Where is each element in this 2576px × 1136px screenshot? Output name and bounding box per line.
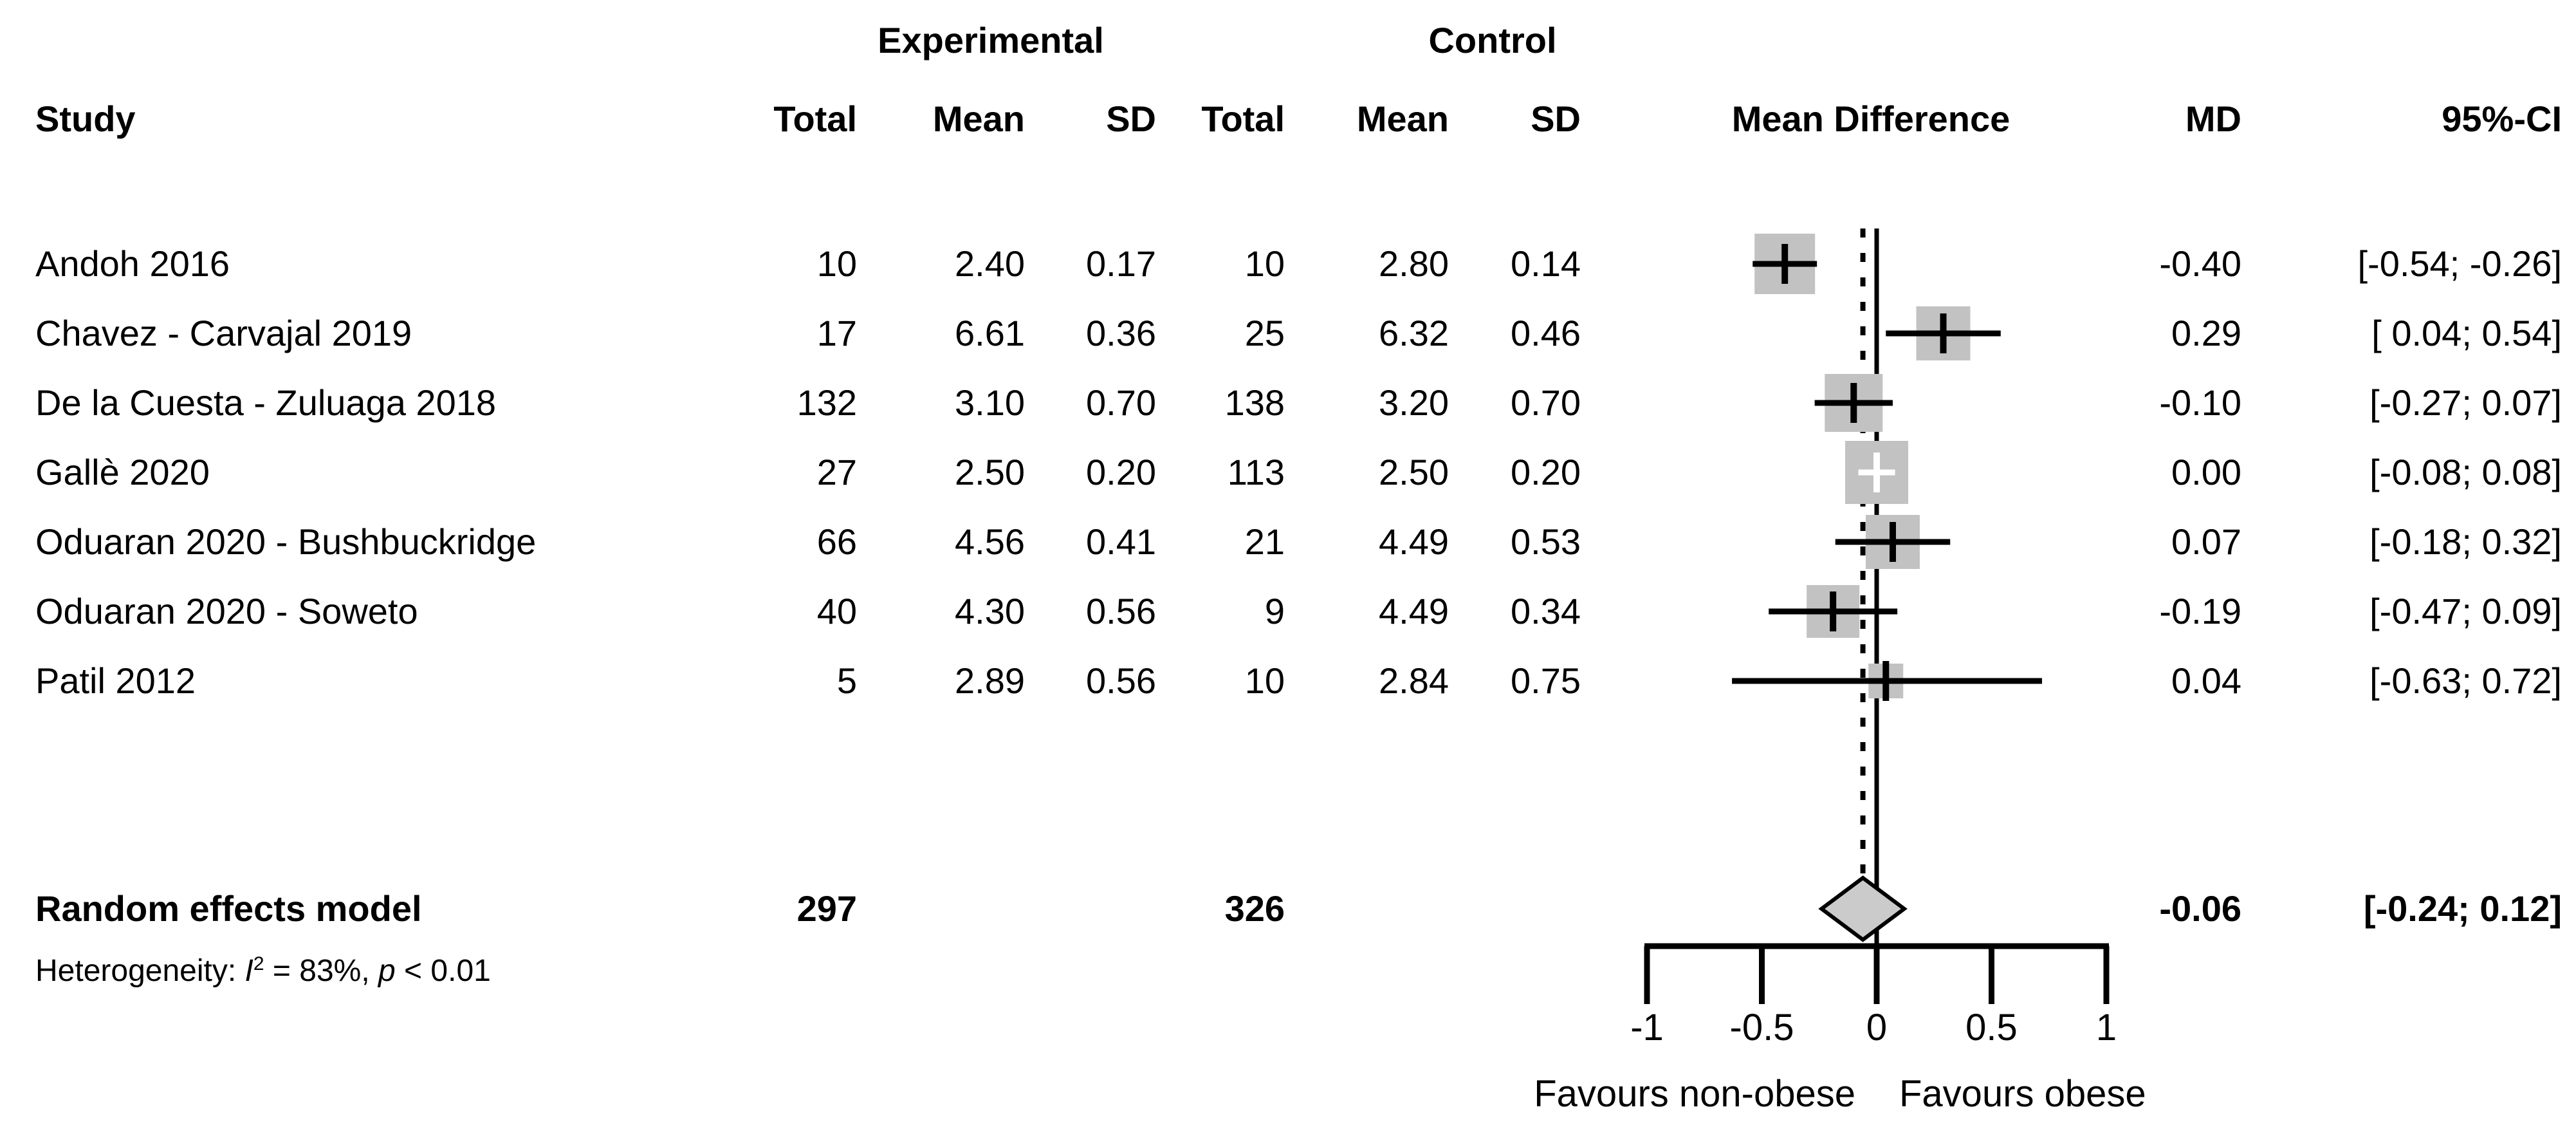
table-cell-ctl_mean: 4.49 bbox=[1379, 521, 1449, 562]
favours-left-label: Favours non-obese bbox=[1534, 1073, 1855, 1115]
summary-ci-value: [-0.24; 0.12] bbox=[2363, 888, 2562, 929]
exp-sd-column-header: SD bbox=[1106, 98, 1156, 139]
study-name: Chavez - Carvajal 2019 bbox=[35, 313, 412, 353]
favours-right-label: Favours obese bbox=[1899, 1073, 2146, 1115]
md-column-header: MD bbox=[2185, 98, 2241, 139]
table-cell-ctl_mean: 2.80 bbox=[1379, 243, 1449, 284]
summary-exp-total: 297 bbox=[796, 888, 857, 929]
summary-ctl-total: 326 bbox=[1224, 888, 1285, 929]
table-cell-exp_mean: 6.61 bbox=[955, 313, 1025, 353]
study-name: Patil 2012 bbox=[35, 660, 196, 701]
axis-tick-label: 0.5 bbox=[1965, 1007, 2018, 1048]
table-cell-ctl_total: 138 bbox=[1224, 382, 1285, 423]
table-cell-ctl_sd: 0.34 bbox=[1511, 591, 1581, 631]
table-cell-exp_total: 5 bbox=[836, 660, 857, 701]
study-name: Oduaran 2020 - Soweto bbox=[35, 591, 418, 631]
exp-total-column-header: Total bbox=[773, 98, 857, 139]
table-cell-exp_total: 40 bbox=[816, 591, 857, 631]
md-value: 0.04 bbox=[2171, 660, 2241, 701]
table-cell-ctl_mean: 3.20 bbox=[1379, 382, 1449, 423]
table-cell-exp_sd: 0.56 bbox=[1086, 660, 1156, 701]
table-cell-exp_mean: 2.89 bbox=[955, 660, 1025, 701]
summary-md-value: -0.06 bbox=[2159, 888, 2241, 929]
table-cell-exp_total: 66 bbox=[816, 521, 857, 562]
md-value: 0.00 bbox=[2171, 452, 2241, 492]
md-value: 0.07 bbox=[2171, 521, 2241, 562]
ci-value: [ 0.04; 0.54] bbox=[2371, 313, 2562, 353]
table-cell-ctl_total: 10 bbox=[1244, 243, 1285, 284]
ci-value: [-0.54; -0.26] bbox=[2357, 243, 2562, 284]
ctl-sd-column-header: SD bbox=[1531, 98, 1581, 139]
experimental-group-header: Experimental bbox=[878, 20, 1104, 61]
table-cell-exp_mean: 2.50 bbox=[955, 452, 1025, 492]
table-cell-exp_sd: 0.20 bbox=[1086, 452, 1156, 492]
table-cell-ctl_mean: 2.50 bbox=[1379, 452, 1449, 492]
heterogeneity-prefix: Heterogeneity: bbox=[35, 954, 245, 988]
study-name: De la Cuesta - Zuluaga 2018 bbox=[35, 382, 496, 423]
study-name: Oduaran 2020 - Bushbuckridge bbox=[35, 521, 537, 562]
table-cell-exp_mean: 3.10 bbox=[955, 382, 1025, 423]
heterogeneity-pvar: p bbox=[378, 954, 396, 988]
ctl-total-column-header: Total bbox=[1201, 98, 1285, 139]
axis-tick-label: 0 bbox=[1866, 1007, 1888, 1048]
table-cell-exp_total: 17 bbox=[816, 313, 857, 353]
table-cell-ctl_sd: 0.14 bbox=[1511, 243, 1581, 284]
effect-column-header: Mean Difference bbox=[1731, 98, 2010, 139]
table-cell-exp_sd: 0.56 bbox=[1086, 591, 1156, 631]
ci-value: [-0.08; 0.08] bbox=[2369, 452, 2562, 492]
ci-value: [-0.63; 0.72] bbox=[2369, 660, 2562, 701]
table-cell-ctl_mean: 6.32 bbox=[1379, 313, 1449, 353]
study-column-header: Study bbox=[35, 98, 136, 139]
table-cell-exp_total: 10 bbox=[816, 243, 857, 284]
table-cell-exp_total: 27 bbox=[816, 452, 857, 492]
table-cell-exp_sd: 0.70 bbox=[1086, 382, 1156, 423]
axis-tick-label: -0.5 bbox=[1729, 1007, 1794, 1048]
table-cell-ctl_sd: 0.53 bbox=[1511, 521, 1581, 562]
ci-value: [-0.47; 0.09] bbox=[2369, 591, 2562, 631]
table-cell-ctl_total: 10 bbox=[1244, 660, 1285, 701]
table-cell-ctl_total: 21 bbox=[1244, 521, 1285, 562]
table-cell-exp_sd: 0.41 bbox=[1086, 521, 1156, 562]
table-cell-ctl_mean: 4.49 bbox=[1379, 591, 1449, 631]
heterogeneity-stat: I bbox=[244, 954, 253, 988]
summary-row-label: Random effects model bbox=[35, 888, 422, 929]
axis-tick-label: -1 bbox=[1630, 1007, 1664, 1048]
ci-value: [-0.18; 0.32] bbox=[2369, 521, 2562, 562]
study-name: Andoh 2016 bbox=[35, 243, 230, 284]
exp-mean-column-header: Mean bbox=[932, 98, 1025, 139]
table-cell-ctl_total: 113 bbox=[1227, 452, 1285, 492]
table-cell-ctl_mean: 2.84 bbox=[1379, 660, 1449, 701]
summary-diamond bbox=[1818, 875, 1908, 942]
md-value: -0.40 bbox=[2159, 243, 2241, 284]
md-value: 0.29 bbox=[2171, 313, 2241, 353]
ci-column-header: 95%-CI bbox=[2442, 98, 2562, 139]
table-cell-ctl_sd: 0.75 bbox=[1511, 660, 1581, 701]
table-cell-exp_mean: 2.40 bbox=[955, 243, 1025, 284]
heterogeneity-eq: = 83%, bbox=[264, 954, 379, 988]
ctl-mean-column-header: Mean bbox=[1356, 98, 1449, 139]
ci-value: [-0.27; 0.07] bbox=[2369, 382, 2562, 423]
table-cell-ctl_sd: 0.70 bbox=[1511, 382, 1581, 423]
table-cell-exp_mean: 4.56 bbox=[955, 521, 1025, 562]
axis-tick-label: 1 bbox=[2095, 1007, 2117, 1048]
heterogeneity-note: Heterogeneity: I2 = 83%, p < 0.01 bbox=[35, 945, 491, 991]
table-cell-exp_total: 132 bbox=[796, 382, 857, 423]
table-cell-ctl_total: 25 bbox=[1244, 313, 1285, 353]
table-cell-ctl_total: 9 bbox=[1264, 591, 1285, 631]
table-cell-exp_mean: 4.30 bbox=[955, 591, 1025, 631]
heterogeneity-sup: 2 bbox=[253, 953, 264, 974]
table-cell-ctl_sd: 0.46 bbox=[1511, 313, 1581, 353]
table-cell-exp_sd: 0.36 bbox=[1086, 313, 1156, 353]
md-value: -0.19 bbox=[2159, 591, 2241, 631]
table-cell-exp_sd: 0.17 bbox=[1086, 243, 1156, 284]
control-group-header: Control bbox=[1428, 20, 1557, 61]
md-value: -0.10 bbox=[2159, 382, 2241, 423]
heterogeneity-pval: < 0.01 bbox=[395, 954, 491, 988]
table-cell-ctl_sd: 0.20 bbox=[1511, 452, 1581, 492]
study-name: Gallè 2020 bbox=[35, 452, 210, 492]
